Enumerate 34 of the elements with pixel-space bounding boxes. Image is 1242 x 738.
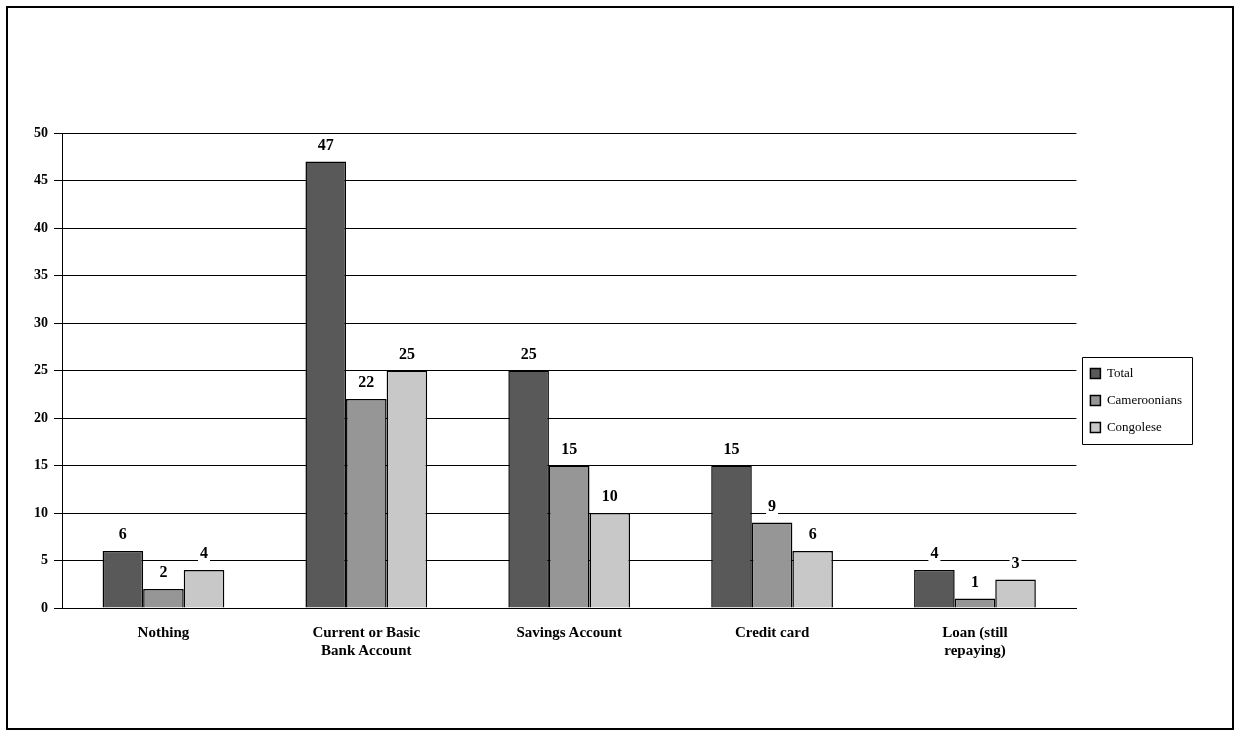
- data-label: 25: [520, 344, 537, 362]
- data-label: 2: [159, 563, 168, 581]
- y-tick-label: 10: [34, 504, 48, 520]
- data-label: 4: [930, 544, 939, 562]
- x-tick-label: Savings Account: [516, 623, 622, 640]
- data-label: 47: [317, 135, 334, 153]
- x-tick-label: Nothing: [137, 623, 190, 640]
- y-tick-label: 30: [34, 314, 48, 330]
- y-tick-label: 50: [34, 124, 48, 140]
- y-tick-label: 5: [41, 552, 48, 568]
- y-tick-label: 15: [34, 457, 48, 473]
- data-label: 15: [561, 439, 578, 457]
- data-label: 9: [768, 496, 777, 514]
- y-tick-label: 35: [34, 267, 48, 283]
- y-tick-label: 0: [41, 599, 48, 615]
- data-label: 15: [723, 439, 740, 457]
- x-tick-label: Current or Basic Bank Account: [312, 623, 421, 658]
- data-label: 6: [808, 525, 817, 543]
- y-tick-label: 40: [34, 219, 48, 235]
- y-tick-label: 45: [34, 172, 48, 188]
- x-tick-label: Loan (still repaying): [942, 623, 1008, 659]
- data-label: 10: [601, 487, 618, 505]
- legend-label: Total: [1106, 364, 1134, 380]
- data-label: 6: [118, 525, 127, 543]
- data-label: 25: [398, 344, 415, 362]
- x-tick-label: Credit card: [734, 623, 810, 640]
- legend-label: Congolese: [1106, 418, 1163, 434]
- data-label: 1: [970, 572, 979, 590]
- y-tick-label: 25: [34, 362, 48, 378]
- data-label: 4: [200, 544, 209, 562]
- legend-label: Cameroonians: [1106, 391, 1182, 407]
- data-label: 3: [1011, 553, 1020, 571]
- y-tick-label: 20: [34, 409, 48, 425]
- data-label: 22: [358, 373, 375, 391]
